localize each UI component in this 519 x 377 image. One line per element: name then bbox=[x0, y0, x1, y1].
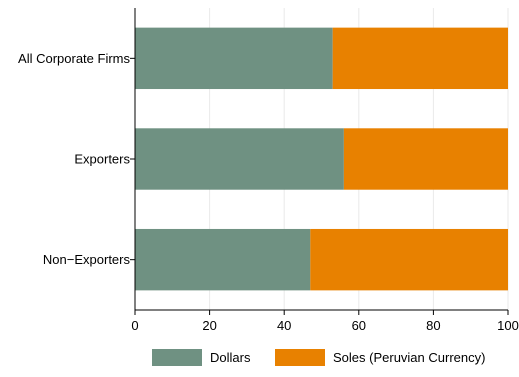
legend-label: Dollars bbox=[210, 350, 251, 365]
bar-segment-dollars bbox=[135, 27, 333, 90]
category-label: Exporters bbox=[74, 152, 130, 167]
bar-segment-dollars bbox=[135, 128, 344, 190]
x-tick-label: 20 bbox=[202, 318, 216, 333]
x-tick-label: 40 bbox=[277, 318, 291, 333]
bar-segment-soles bbox=[332, 27, 508, 90]
bars bbox=[135, 27, 508, 291]
labels: 0 20 40 60 80 100 All Corporate Firms Exporters… bbox=[18, 51, 519, 333]
bar-segment-soles bbox=[310, 228, 508, 291]
legend: Dollars Soles (Peruvian Currency) bbox=[152, 349, 485, 366]
legend-swatch-dollars bbox=[152, 349, 202, 366]
bar-segment-soles bbox=[343, 128, 508, 190]
legend-swatch-soles bbox=[275, 349, 325, 366]
legend-label: Soles (Peruvian Currency) bbox=[333, 350, 485, 365]
category-label: Non−Exporters bbox=[43, 252, 131, 267]
x-tick-label: 60 bbox=[352, 318, 366, 333]
x-tick-label: 0 bbox=[131, 318, 138, 333]
category-label: All Corporate Firms bbox=[18, 51, 130, 66]
x-tick-label: 80 bbox=[426, 318, 440, 333]
x-tick-label: 100 bbox=[497, 318, 519, 333]
bar-segment-dollars bbox=[135, 228, 311, 291]
